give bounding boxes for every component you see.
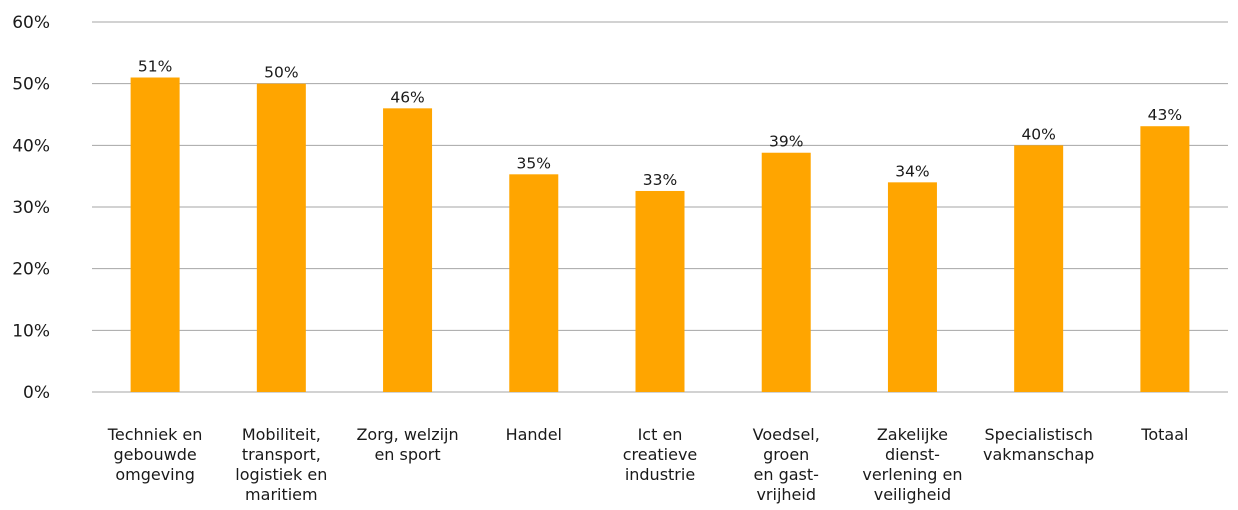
category-label-line: veiligheid [874, 485, 951, 504]
y-tick-label: 0% [23, 383, 50, 403]
category-label: Totaal [1140, 425, 1188, 444]
category-label-line: Zorg, welzijn [356, 425, 458, 444]
data-labels: 51% 50% 46% 35% 33% 39% 34% 40% 43% [138, 58, 1182, 189]
category-label: Zakelijke dienst-verlening en veiligheid [862, 425, 962, 504]
category-label-line: transport, [242, 445, 321, 464]
category-label: Specialistisch vakmanschap [983, 425, 1094, 464]
bar [887, 182, 937, 392]
y-tick-label: 50% [12, 75, 50, 95]
data-label: 34% [895, 162, 929, 180]
category-label-line: en sport [374, 445, 440, 464]
y-axis-tick-labels: 0% 10% 20% 30% 40% 50% 60% [12, 13, 50, 403]
bar [256, 83, 306, 393]
category-label-line: Zakelijke [877, 425, 948, 444]
category-label: Voedsel, groen en gast-vrijheid [753, 425, 820, 504]
category-label-line: Voedsel, [753, 425, 820, 444]
data-label: 33% [643, 171, 677, 189]
category-label-line: dienst- [885, 445, 940, 464]
category-label-line: en gast- [754, 465, 819, 484]
bars [130, 77, 1190, 393]
data-label: 35% [517, 154, 551, 172]
category-label-line: Specialistisch [984, 425, 1092, 444]
data-label: 43% [1148, 106, 1182, 124]
category-label-line: Totaal [1140, 425, 1188, 444]
y-tick-label: 20% [12, 260, 50, 280]
bar [761, 152, 811, 392]
bar [383, 108, 433, 392]
category-label-line: creatieve [623, 445, 698, 464]
category-label-line: industrie [625, 465, 695, 484]
category-label-line: gebouwde [114, 445, 197, 464]
category-label-line: logistiek en [235, 465, 327, 484]
category-label-line: groen [763, 445, 809, 464]
category-label-line: omgeving [115, 465, 195, 484]
data-label: 50% [264, 64, 298, 82]
category-label: Techniek en gebouwde omgeving [107, 425, 203, 484]
category-label-line: vrijheid [756, 485, 816, 504]
bar [1014, 145, 1064, 392]
category-label-line: maritiem [245, 485, 318, 504]
category-label-line: verlening en [862, 465, 962, 484]
bar [130, 77, 180, 392]
bar [635, 190, 685, 392]
y-tick-label: 60% [12, 13, 50, 33]
y-tick-label: 40% [12, 136, 50, 156]
data-label: 40% [1021, 125, 1055, 143]
y-tick-label: 10% [12, 321, 50, 341]
category-label: Mobiliteit, transport, logistiek en maritie… [235, 425, 327, 504]
x-axis-category-labels: Techniek en gebouwde omgeving Mobiliteit, tr… [107, 425, 1189, 504]
category-label-line: vakmanschap [983, 445, 1094, 464]
data-label: 46% [390, 88, 424, 106]
bar [1140, 126, 1190, 392]
data-label: 39% [769, 133, 803, 151]
category-label: Zorg, welzijn en sport [356, 425, 458, 464]
y-tick-label: 30% [12, 198, 50, 218]
category-label: Handel [506, 425, 562, 444]
category-label-line: Handel [506, 425, 562, 444]
category-label-line: Ict en [638, 425, 683, 444]
category-label-line: Mobiliteit, [242, 425, 321, 444]
data-label: 51% [138, 58, 172, 76]
category-label: Ict en creatieve industrie [623, 425, 698, 484]
bar [509, 174, 559, 392]
category-label-line: Techniek en [107, 425, 203, 444]
